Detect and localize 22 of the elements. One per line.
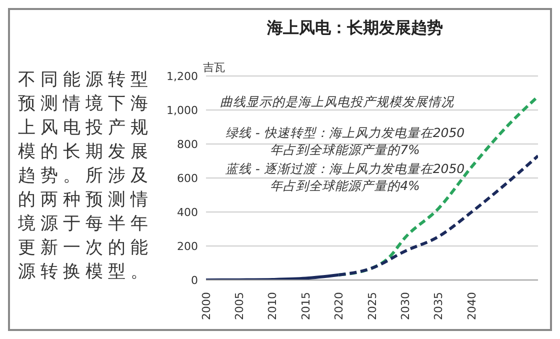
x-tick-label: 2005 bbox=[233, 292, 246, 320]
x-tick-label: 2025 bbox=[366, 292, 379, 320]
y-tick-label: 600 bbox=[177, 172, 198, 185]
x-tick-label: 2010 bbox=[266, 292, 280, 320]
x-tick-label: 2015 bbox=[299, 292, 312, 320]
y-tick-label: 400 bbox=[177, 206, 198, 219]
x-tick-label: 2035 bbox=[432, 292, 446, 320]
y-tick-label: 0 bbox=[191, 274, 198, 287]
y-tick-label: 800 bbox=[177, 138, 198, 151]
text: 不同能源转型预测情境下海上风电投产规模的长期发展趋势。所涉及的两种预测情境源于每半年更新一次的能源转换模型。 bbox=[18, 70, 153, 282]
y-axis-title: 吉瓦 bbox=[203, 60, 225, 75]
x-tick-label: 2000 bbox=[200, 292, 213, 320]
annotation: 曲线显示的是海上风电投产规模发展情况 bbox=[220, 94, 454, 111]
y-tick-label: 1,200 bbox=[166, 70, 198, 83]
y-tick-label: 200 bbox=[177, 240, 198, 253]
y-tick-label: 1,000 bbox=[166, 104, 198, 117]
x-tick-label: 2040 bbox=[465, 292, 478, 320]
chart-title: 海上风电：长期发展趋势 bbox=[266, 18, 444, 39]
annotation: 绿线 - 快速转型：海上风力发电量在2050年占到全球能源产量的7% bbox=[224, 124, 466, 158]
x-tick-label: 2030 bbox=[399, 292, 412, 320]
annotation: 蓝线 - 逐渐过渡：海上风力发电量在2050年占到全球能源产量的4% bbox=[224, 160, 466, 194]
x-tick-label: 2020 bbox=[332, 292, 346, 320]
